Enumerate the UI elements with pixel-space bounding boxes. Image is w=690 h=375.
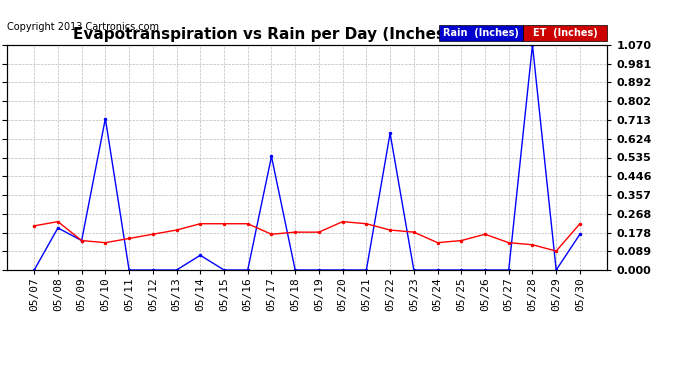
FancyBboxPatch shape — [523, 25, 607, 40]
Text: Rain  (Inches): Rain (Inches) — [443, 28, 519, 38]
Text: Copyright 2013 Cartronics.com: Copyright 2013 Cartronics.com — [7, 21, 159, 32]
Text: ET  (Inches): ET (Inches) — [533, 28, 598, 38]
Title: Evapotranspiration vs Rain per Day (Inches) 20130531: Evapotranspiration vs Rain per Day (Inch… — [72, 27, 542, 42]
FancyBboxPatch shape — [439, 25, 523, 40]
